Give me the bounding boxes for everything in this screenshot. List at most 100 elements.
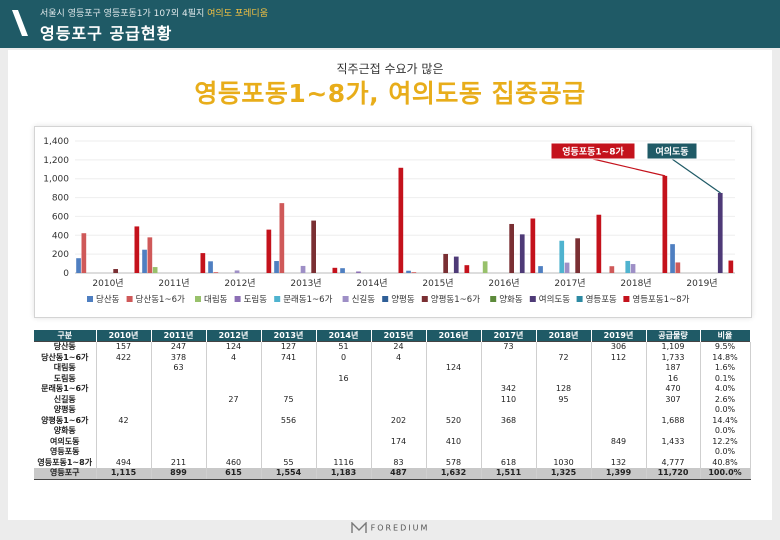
bar (538, 266, 543, 273)
table-row: 대림동 63 124 187 1.6% (34, 363, 751, 374)
table-cell: 14.4% (700, 415, 751, 426)
table-cell: 520 (426, 415, 482, 426)
table-cell (646, 426, 701, 437)
total-cell: 11,720 (646, 468, 701, 480)
row-label: 영등포동 (34, 447, 97, 458)
table-cell: 174 (371, 436, 427, 447)
table-cell (151, 426, 207, 437)
x-tick-label: 2012년 (224, 278, 255, 289)
table-cell (426, 384, 482, 395)
table-cell (261, 447, 317, 458)
legend-label: 양평동1~6가 (431, 294, 480, 305)
table-cell (646, 447, 701, 458)
table-row: 당산동 157 247 124 127 51 24 73 306 1,109 9.5% (34, 341, 751, 353)
bar (274, 261, 279, 273)
headline-small: 직주근접 수요가 많은 (336, 62, 444, 76)
x-tick-label: 2013년 (290, 278, 321, 289)
table-cell (371, 405, 427, 416)
table-cell (316, 363, 372, 374)
table-cell: 112 (591, 352, 647, 363)
row-label: 양화동 (34, 426, 97, 437)
y-tick-label: 1,000 (43, 175, 69, 185)
table-cell (96, 363, 152, 374)
bar (356, 271, 361, 273)
table-cell (426, 373, 482, 384)
y-tick-label: 0 (63, 269, 69, 279)
table-cell: 128 (536, 384, 592, 395)
table-cell (591, 384, 647, 395)
table-cell (481, 352, 537, 363)
table-header-cell: 2012년 (206, 330, 262, 342)
table-cell (316, 384, 372, 395)
table-cell: 307 (646, 394, 701, 405)
table-cell: 75 (261, 394, 317, 405)
table-row: 도림동 16 16 0.1% (34, 373, 751, 384)
table-cell (481, 373, 537, 384)
bar (234, 270, 240, 273)
legend-swatch (234, 296, 241, 302)
table-cell (481, 447, 537, 458)
bar (279, 203, 285, 273)
bar (200, 253, 206, 273)
row-label: 당산동 (34, 341, 97, 353)
table-cell: 0.0% (700, 447, 751, 458)
table-row: 양화동 0.0% (34, 426, 751, 437)
table-cell (481, 363, 537, 374)
table-cell: 2.6% (700, 394, 751, 405)
table-cell (206, 405, 262, 416)
table-cell (591, 373, 647, 384)
legend-label: 당산동1~6가 (136, 294, 185, 305)
bar (443, 253, 448, 273)
row-label: 신길동 (34, 394, 97, 405)
row-label: 여의도동 (34, 436, 97, 447)
table-cell: 1,733 (646, 352, 701, 363)
table-header-cell: 구분 (34, 330, 97, 342)
bar (81, 233, 87, 273)
table-header-cell: 비율 (700, 330, 751, 342)
table-cell: 247 (151, 341, 207, 353)
table-cell (536, 405, 592, 416)
x-tick-label: 2015년 (422, 278, 453, 289)
table-cell (96, 447, 152, 458)
table-cell (96, 426, 152, 437)
bar (213, 272, 219, 273)
table-cell (371, 447, 427, 458)
bar (662, 175, 668, 273)
table-cell: 73 (481, 341, 537, 353)
table-cell: 1,433 (646, 436, 701, 447)
table-cell: 0.0% (700, 405, 751, 416)
table-cell (426, 447, 482, 458)
legend-swatch (382, 296, 389, 302)
table-cell: 16 (646, 373, 701, 384)
annotation-label: 여의도동 (655, 146, 688, 158)
table-cell (426, 394, 482, 405)
table-cell (96, 436, 152, 447)
bar (147, 237, 153, 273)
header-subtitle: 서울시 영등포구 영등포동1가 107외 4필지 여의도 포레디움 (40, 6, 268, 19)
y-tick-label: 200 (52, 250, 69, 260)
table-cell (591, 405, 647, 416)
brand-slash-icon (12, 10, 28, 36)
table-cell: 1,109 (646, 341, 701, 353)
table-cell (426, 352, 482, 363)
table-cell (96, 373, 152, 384)
total-cell: 1,554 (261, 468, 317, 480)
legend-swatch (195, 296, 201, 302)
table-cell: 4 (371, 352, 427, 363)
legend-swatch (576, 296, 583, 302)
table-cell (261, 384, 317, 395)
table-header-row: 구분 2010년 2011년 2012년 2013년 2014년 2015년 2016년 201… (34, 330, 751, 342)
bar (300, 265, 306, 273)
table-cell (261, 373, 317, 384)
table-cell: 24 (371, 341, 427, 353)
table-header-cell: 2011년 (151, 330, 207, 342)
y-tick-label: 1,200 (43, 156, 69, 166)
table-header-cell: 공급물량 (646, 330, 701, 342)
legend-swatch (342, 296, 349, 302)
table-cell: 4,777 (646, 457, 701, 468)
table-cell: 422 (96, 352, 152, 363)
bar (575, 238, 580, 273)
total-cell: 487 (371, 468, 427, 480)
table-cell: 306 (591, 341, 647, 353)
bar (596, 214, 602, 273)
